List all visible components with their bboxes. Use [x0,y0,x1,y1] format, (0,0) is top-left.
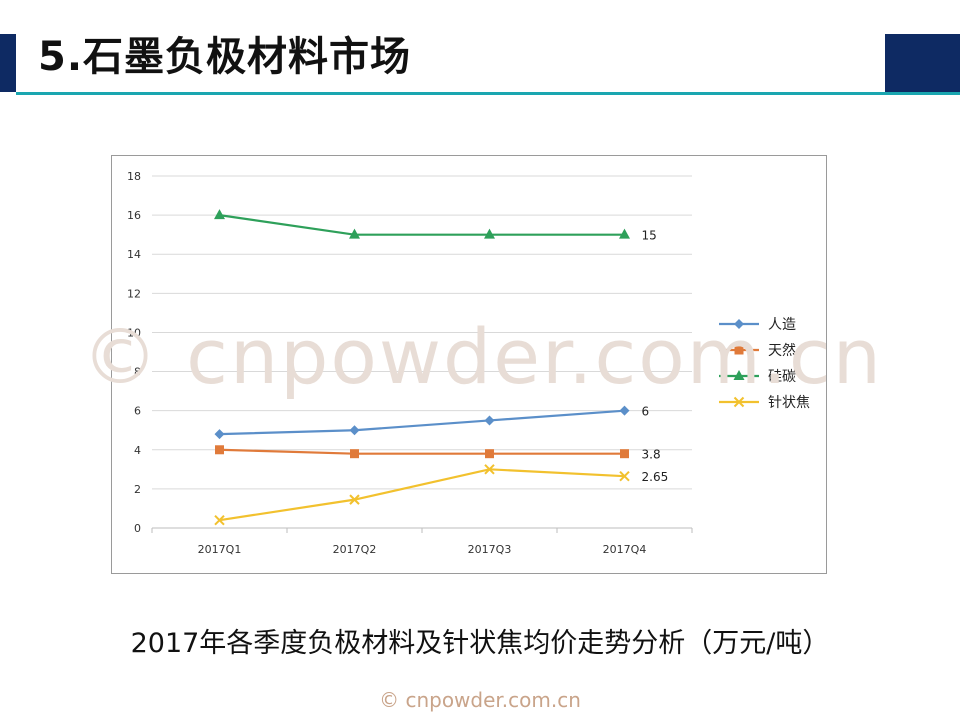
data-label: 3.8 [642,448,661,462]
legend-marker [734,319,744,329]
series-point [484,228,495,239]
legend-marker [733,396,745,408]
series-point [349,494,360,505]
header-left-bar [0,34,16,92]
watermark-overlay: © cnpowder.com.cn [82,312,883,401]
y-tick-label: 18 [127,170,141,183]
series-point [215,445,224,455]
data-label: 15 [642,229,657,243]
legend-label: 人造 [768,317,796,333]
series-point [214,209,225,220]
y-tick-label: 0 [134,522,141,535]
series-point [619,470,630,482]
y-tick-label: 4 [134,444,141,457]
y-tick-label: 16 [127,209,141,222]
footer-watermark: © cnpowder.com.cn [379,688,581,712]
series-point [619,228,630,239]
series-point [485,449,494,459]
chart-frame: 0 2 4 6 8 10 12 14 16 18 2017Q1 2017Q2 2017Q3 2017Q4 6… [111,155,827,574]
line-chart: 0 2 4 6 8 10 12 14 16 18 2017Q1 2017Q2 2017Q3 2017Q4 6… [127,170,810,556]
series-point [620,449,629,459]
header-rule [16,92,960,95]
series-line [219,448,625,455]
data-label: 2.65 [642,470,669,484]
legend-marker [733,370,745,380]
series-point [484,415,495,426]
y-tick-label: 14 [127,248,141,261]
series-point-stroke [214,514,225,526]
legend-marker [734,345,744,355]
series-line [219,409,625,436]
series-point [619,405,630,416]
y-tick-label: 2 [134,483,141,496]
series-line [219,214,625,236]
x-tick-label: 2017Q2 [333,543,377,556]
chart-caption: 2017年各季度负极材料及针状焦均价走势分析（万元/吨） [130,628,830,659]
series-point [484,464,495,475]
series-point [214,514,225,526]
y-tick-label: 8 [134,366,141,379]
series-point [214,429,225,440]
x-tick-label: 2017Q1 [198,543,242,556]
series-point [349,425,360,436]
series-point [349,228,360,239]
series-point-stroke [484,464,495,475]
y-tick-label: 6 [134,405,141,418]
series-line [219,468,625,522]
legend-label: 天然 [768,342,796,359]
y-tick-label: 10 [127,326,141,339]
slide-title: 5.石墨负极材料市场 [38,34,412,80]
legend-label: 针状焦 [768,395,810,411]
legend-label: 硅碳 [768,369,796,385]
header-right-bar [885,34,960,92]
y-tick-label: 12 [127,287,141,300]
series-point-stroke [349,494,360,505]
x-tick-label: 2017Q3 [468,543,512,556]
series-point-stroke [733,396,745,408]
x-tick-label: 2017Q4 [603,543,647,556]
series-point [350,449,359,459]
series-point-stroke [619,470,630,482]
data-label: 6 [642,405,650,419]
